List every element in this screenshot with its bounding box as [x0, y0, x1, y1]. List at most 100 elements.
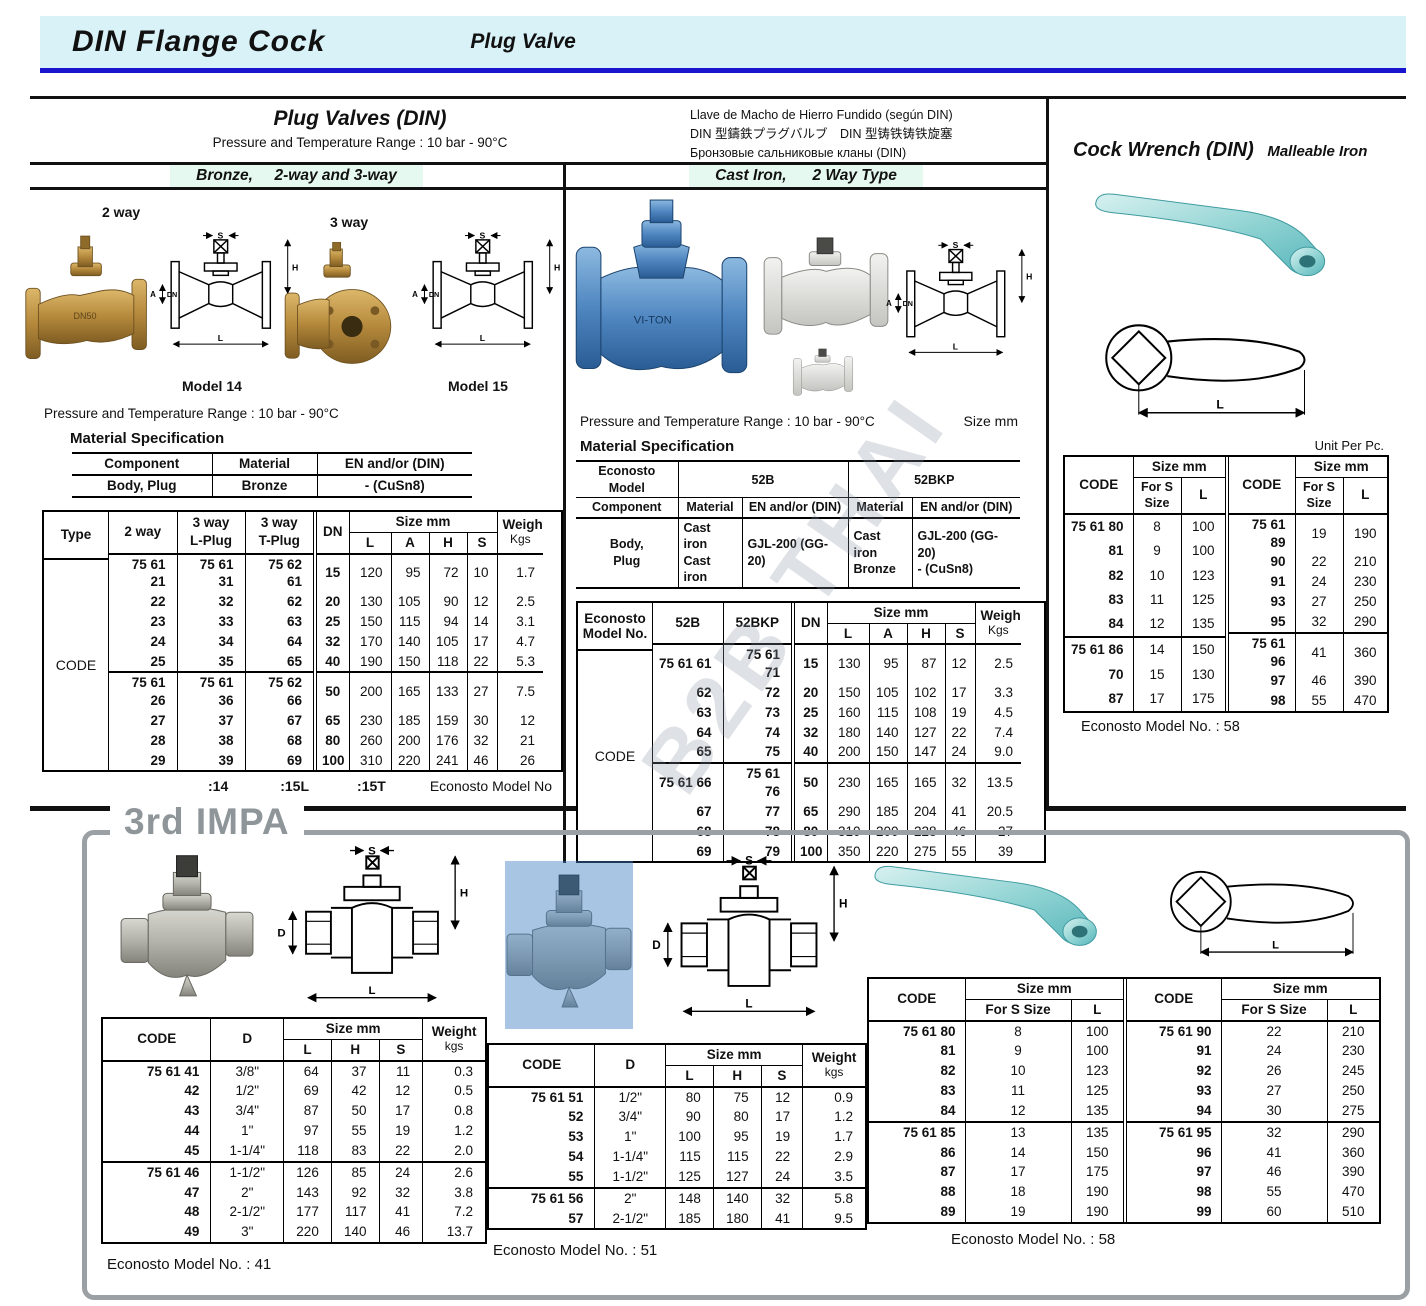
col-header-l: L [1070, 999, 1123, 1022]
table-cell: 39 [176, 750, 245, 771]
table-cell: 87 [906, 644, 945, 683]
cast-iron-code-table: Econosto Model No. CODE 52B 52BKP DN Siz… [576, 600, 1046, 864]
table-row: 28 38 68 80 260 200 176 32 21 [109, 730, 544, 751]
table-cell: 165 [906, 762, 945, 802]
table-cell: 87 [940, 1164, 956, 1180]
table-cell: 11 [378, 1060, 423, 1082]
plug-valves-region: Plug Valves (DIN) Pressure and Temperatu… [30, 99, 1049, 864]
table-row: 45 1-1/4" 118 83 22 2.0 [103, 1140, 485, 1162]
table-cell: 46 [1294, 671, 1343, 692]
table-cell: 12 [496, 711, 544, 731]
cock-wrench-title: Cock Wrench (DIN) Malleable Iron [1073, 139, 1406, 162]
table-row: 98 55 470 [1125, 1182, 1379, 1202]
col-header-l: L [665, 1065, 714, 1088]
table-row: 29 39 69 100 310 220 241 46 26 [109, 750, 544, 771]
table-cell: 210 [1342, 552, 1387, 573]
table-cell: 75 61 96 [1227, 631, 1295, 672]
table-cell: 100 [313, 750, 349, 771]
table-cell: Body, Plug [72, 475, 212, 498]
table-cell: 11 [1132, 587, 1181, 612]
table-cell: 10 [466, 553, 498, 593]
table-cell: 89 [940, 1203, 956, 1219]
model41-table: CODE D Size mm Weight kgs L H S 75 61 41 3… [101, 1017, 487, 1244]
table-cell: 27 [1294, 592, 1343, 612]
table-cell: 220 [868, 841, 907, 862]
table-cell: 133 [428, 671, 467, 711]
table-cell: 98 [1196, 1184, 1212, 1200]
table-cell: 24 [944, 742, 976, 764]
table-cell: 7.2 [422, 1202, 485, 1223]
table-row: 75 61 61 75 61 71 15 130 95 87 12 2.5 [653, 644, 1022, 683]
col-header-size: Size mm [1220, 979, 1379, 1000]
econosto-model-header: Econosto Model [576, 460, 678, 499]
table-cell: 2" [210, 1182, 284, 1203]
bronze-section: 2 way Model 14 3 way Model 15 Pressure a… [30, 190, 563, 863]
table-cell: 41 [378, 1202, 423, 1223]
table-cell: 3/8" [210, 1060, 284, 1082]
table-cell: 57 [568, 1210, 584, 1226]
table-cell: 33 [176, 611, 245, 632]
table-cell: 41 [1220, 1142, 1327, 1163]
model41-figures [101, 839, 497, 1017]
table-row: 75 61 21 75 61 31 75 62 61 15 120 95 72 10 1.7 [109, 553, 544, 593]
cast-iron-small-valve-photo [762, 236, 890, 344]
table-cell: 91 [1270, 574, 1286, 590]
plug-valves-title: Plug Valves (DIN) [273, 107, 447, 130]
table-row: 53 1" 100 95 19 1.7 [489, 1127, 865, 1148]
table-cell: 190 [1070, 1182, 1123, 1202]
col-header-s: S [760, 1065, 803, 1088]
table-cell: 20.5 [974, 801, 1022, 822]
type-header: Type [44, 512, 108, 560]
table-cell: 75 61 76 [722, 762, 793, 802]
table-cell: 90 [1270, 554, 1286, 570]
table-cell: 17 [1132, 686, 1181, 711]
table-cell: 165 [390, 671, 429, 711]
model-15-caption: Model 15 [448, 378, 508, 395]
table-row: 94 30 275 [1125, 1100, 1379, 1122]
table-cell: 126 [283, 1160, 332, 1183]
table-cell: 75 61 89 [1251, 516, 1286, 550]
table-cell: 1.7 [802, 1127, 865, 1148]
table-cell: 75 61 26 [109, 671, 177, 711]
table-cell: 12 [964, 1100, 1071, 1122]
table-cell: 25 [150, 653, 166, 669]
table-cell: 75 61 41 [146, 1063, 200, 1079]
table-cell: 19 [964, 1201, 1071, 1222]
table-cell: 230 [1342, 572, 1387, 593]
page-title: DIN Flange Cock [72, 25, 326, 58]
table-cell: 32 [378, 1182, 423, 1203]
title-cjk: DIN 型鑄鉄プラグバルブ DIN 型铸铁铸铁旋塞 [690, 126, 953, 141]
multilingual-titles: Llave de Macho de Hierro Fundido (según … [690, 99, 1046, 162]
cock-wrench-photo [867, 849, 1133, 967]
table-row: 84 12 135 [1065, 611, 1225, 638]
table-cell: 12 [1132, 611, 1181, 638]
kgs-label: kgs [824, 1065, 844, 1080]
bronze-banner-label: Bronze, 2-way and 3-way [170, 165, 423, 188]
table-row: 49 3" 220 140 46 13.7 [103, 1222, 485, 1242]
cock-wrench-footer: Econosto Model No. : 58 [1081, 718, 1240, 735]
table-cell: 95 [712, 1127, 762, 1148]
table-cell: 100 [665, 1127, 714, 1148]
table-row: 75 61 90 22 210 [1125, 1020, 1379, 1042]
impa-model41-block: CODE D Size mm Weight kgs L H S 75 61 41 3… [101, 839, 497, 1273]
table-cell: 67 [244, 711, 315, 731]
table-cell: 75 61 95 [1125, 1120, 1221, 1143]
table-row: 98 55 470 [1227, 691, 1387, 711]
table-cell: 230 [826, 762, 869, 802]
table-cell: 32 [1220, 1120, 1327, 1143]
table-cell: 50 [791, 762, 827, 802]
table-cell: 55 [330, 1121, 380, 1141]
table-cell: 3.8 [422, 1182, 485, 1203]
table-cell: 147 [906, 742, 945, 764]
table-cell: 18 [964, 1182, 1071, 1202]
table-cell: 97 [1196, 1164, 1212, 1180]
bronze-material-title: Material Specification [70, 430, 225, 448]
table-row: 27 37 67 65 230 185 159 30 12 [109, 711, 544, 731]
table-cell: 75 61 80 [1070, 519, 1124, 535]
table-row: 96 41 360 [1125, 1142, 1379, 1163]
table-cell: 92 [330, 1182, 380, 1203]
table-cell: 3/4" [210, 1101, 284, 1122]
table-cell: 0.8 [422, 1101, 485, 1122]
table-row: 86 14 150 [869, 1142, 1123, 1163]
en-din-header: EN and/or (DIN) [911, 497, 1021, 519]
